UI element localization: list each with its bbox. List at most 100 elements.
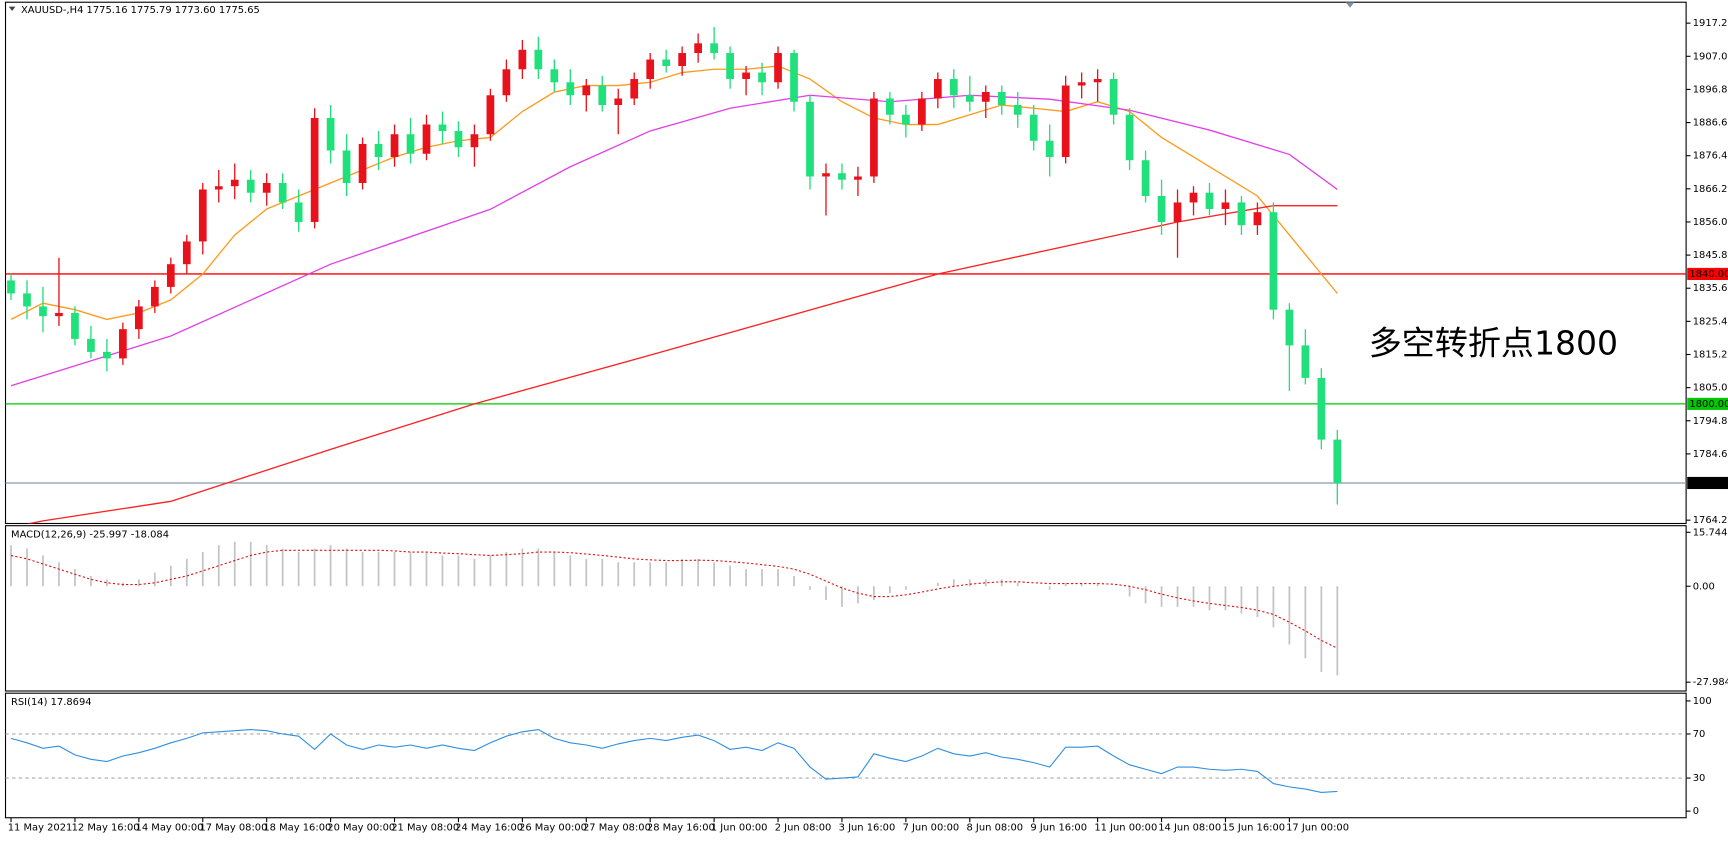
candle-body	[294, 202, 303, 222]
y-tick-label: 15.744	[1693, 527, 1728, 538]
x-tick-label: 3 Jun 16:00	[839, 823, 896, 834]
main-panel	[4, 1, 1687, 525]
y-tick-label: 0	[1693, 806, 1699, 817]
candle-body	[1061, 85, 1070, 157]
level-label: 1775.65	[1689, 478, 1728, 489]
candle-body	[470, 134, 479, 148]
candle-body	[710, 43, 718, 54]
candle-body	[1157, 195, 1166, 222]
rsi-panel	[4, 692, 1687, 819]
candle-body	[358, 143, 367, 183]
candle-body	[374, 143, 383, 157]
candle-body	[598, 85, 607, 106]
candle-body	[23, 293, 31, 307]
x-tick-label: 7 Jun 00:00	[903, 823, 960, 834]
candle-body	[454, 130, 463, 148]
candle-body	[406, 134, 415, 154]
x-tick-label: 21 May 08:00	[391, 823, 459, 834]
candle-body	[758, 72, 766, 83]
candle-body	[182, 241, 191, 265]
candle-body	[119, 329, 127, 359]
candle-body	[854, 176, 862, 180]
y-tick-label: 30	[1693, 773, 1706, 784]
x-tick-label: 2 Jun 08:00	[775, 823, 832, 834]
candle-body	[438, 124, 447, 131]
shift-marker	[1345, 2, 1355, 8]
moving-average	[10, 94, 1338, 387]
candle-body	[502, 69, 511, 96]
level-box	[1687, 476, 1728, 490]
y-tick-label: -27.984	[1693, 677, 1728, 688]
level-box	[1687, 267, 1728, 280]
candle-body	[1173, 202, 1182, 222]
candle-body	[870, 98, 878, 177]
x-tick-label: 27 May 08:00	[583, 823, 651, 834]
candle-body	[822, 173, 830, 177]
y-tick-label: 1825.40	[1693, 316, 1728, 327]
candle-body	[918, 98, 926, 125]
candle-body	[806, 101, 814, 177]
y-tick-label: 1794.80	[1693, 416, 1728, 427]
candle-body	[678, 53, 687, 67]
candle-body	[1125, 114, 1134, 161]
x-tick-label: 28 May 16:00	[647, 823, 715, 834]
candle-body	[1109, 79, 1118, 115]
candle-body	[550, 69, 559, 83]
level-label: 1840.00	[1689, 269, 1728, 280]
candle-body	[1301, 345, 1310, 378]
candle-body	[198, 189, 207, 242]
candle-body	[1317, 377, 1326, 440]
candle-body	[997, 92, 1006, 106]
rsi-title: RSI(14) 17.8694	[11, 697, 92, 708]
y-tick-label: 1856.00	[1693, 217, 1728, 228]
candle-body	[838, 173, 846, 180]
x-tick-label: 14 May 00:00	[136, 823, 204, 834]
candle-body	[1269, 212, 1278, 310]
menu-arrow	[8, 6, 16, 12]
rsi-line	[10, 729, 1338, 793]
y-tick-label: 0.00	[1693, 581, 1715, 592]
candle-body	[135, 306, 143, 330]
candle-body	[1285, 309, 1294, 346]
y-tick-label: 70	[1693, 729, 1706, 740]
candle-body	[103, 351, 111, 359]
candle-body	[582, 85, 591, 96]
candle-body	[390, 134, 399, 157]
y-tick-label: 1764.20	[1693, 515, 1728, 526]
candle-body	[1141, 160, 1150, 196]
candle-body	[614, 98, 623, 106]
x-tick-label: 17 May 08:00	[199, 823, 267, 834]
candle-body	[1237, 202, 1246, 226]
candle-body	[1189, 192, 1198, 203]
y-tick-label: 1815.20	[1693, 349, 1728, 360]
candle-body	[630, 79, 639, 99]
signal-line	[10, 549, 1338, 649]
candle-body	[1253, 212, 1262, 226]
candle-body	[1093, 79, 1102, 83]
x-tick-label: 12 May 16:00	[72, 823, 140, 834]
y-tick-label: 1917.20	[1693, 18, 1728, 29]
level-label: 1800.00	[1689, 399, 1728, 410]
candle-body	[55, 312, 63, 317]
candle-body	[902, 114, 910, 125]
y-tick-label: 1876.40	[1693, 151, 1728, 162]
macd-title: MACD(12,26,9) -25.997 -18.084	[11, 530, 169, 541]
candle-body	[39, 306, 47, 317]
candle-body	[1333, 439, 1342, 483]
candle-body	[790, 53, 798, 102]
candle-body	[1221, 202, 1230, 209]
candle-body	[87, 338, 95, 352]
candle-body	[742, 72, 750, 80]
x-tick-label: 8 Jun 08:00	[966, 823, 1023, 834]
x-tick-label: 15 Jun 16:00	[1222, 823, 1285, 834]
candle-body	[965, 95, 974, 102]
main-plot	[5, 27, 1687, 524]
candle-body	[566, 82, 575, 96]
y-tick-label: 1886.60	[1693, 118, 1728, 129]
x-tick-label: 14 Jun 08:00	[1158, 823, 1221, 834]
candle-body	[71, 312, 79, 339]
x-tick-label: 26 May 00:00	[519, 823, 587, 834]
y-tick-label: 1835.60	[1693, 283, 1728, 294]
candle-body	[933, 79, 942, 99]
